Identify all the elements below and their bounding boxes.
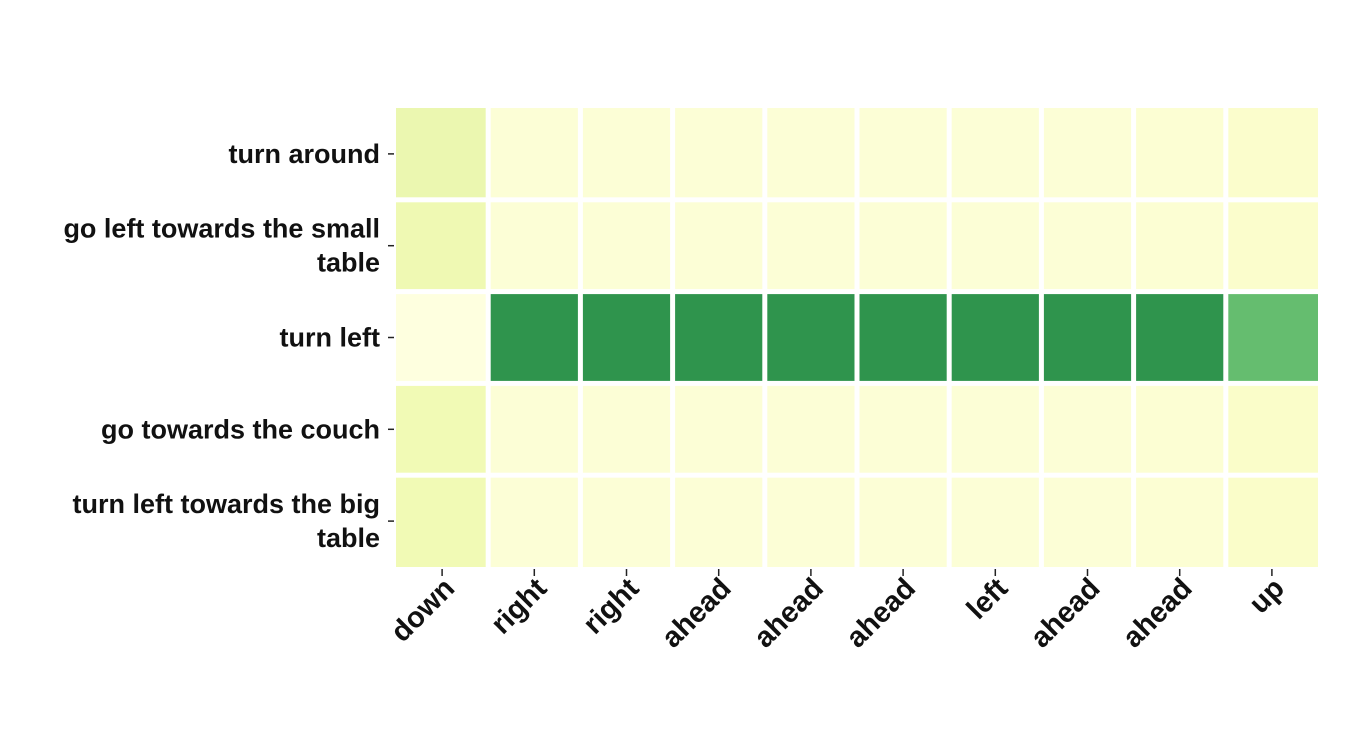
- heatmap-cell: [1228, 294, 1318, 381]
- x-tick-label: right: [485, 572, 553, 640]
- x-tick-label: ahead: [1025, 572, 1107, 654]
- heatmap-cell: [675, 108, 763, 198]
- x-tick-label: down: [385, 572, 461, 648]
- heatmap-cell: [1043, 385, 1132, 473]
- x-tick-label: ahead: [840, 572, 922, 654]
- heatmap-cell: [396, 385, 486, 473]
- heatmap-cell: [675, 477, 763, 567]
- heatmap-cell: [767, 294, 855, 381]
- heatmap-cell: [767, 477, 855, 567]
- heatmap-cell: [767, 385, 855, 473]
- x-tick-label: right: [577, 572, 645, 640]
- heatmap-cell: [582, 477, 671, 567]
- heatmap-cell: [1136, 477, 1224, 567]
- heatmap-cell: [490, 477, 578, 567]
- heatmap-cell: [1043, 477, 1132, 567]
- heatmap-cell: [859, 477, 947, 567]
- heatmap-cell: [1228, 385, 1318, 473]
- heatmap-cell: [396, 477, 486, 567]
- x-tick-label: ahead: [748, 572, 830, 654]
- y-axis: turn around go left towards the small tabl…: [63, 139, 394, 553]
- heatmap-cell: [951, 294, 1039, 381]
- y-tick-label: turn left towards the big table: [73, 489, 381, 553]
- heatmap-cell: [396, 202, 486, 290]
- heatmap-cell: [675, 385, 763, 473]
- x-tick-label: ahead: [656, 572, 738, 654]
- heatmap-cell: [490, 202, 578, 290]
- heatmap-cell: [1043, 202, 1132, 290]
- heatmap-cell: [582, 202, 671, 290]
- heatmap-cell: [951, 202, 1039, 290]
- heatmap-cell: [396, 294, 486, 381]
- x-tick-label: left: [961, 572, 1015, 626]
- heatmap-cell: [1228, 108, 1318, 198]
- y-tick-label: turn around: [229, 139, 380, 169]
- heatmap-cell: [582, 108, 671, 198]
- heatmap-cell: [951, 385, 1039, 473]
- heatmap-cell: [582, 294, 671, 381]
- heatmap-cell: [675, 294, 763, 381]
- heatmap-cell: [859, 108, 947, 198]
- heatmap-cell: [1136, 385, 1224, 473]
- heatmap-cells: [396, 108, 1318, 567]
- heatmap-cell: [767, 108, 855, 198]
- heatmap-cell: [490, 385, 578, 473]
- heatmap-cell: [396, 108, 486, 198]
- x-tick-label: ahead: [1117, 572, 1199, 654]
- x-tick-label: up: [1243, 572, 1291, 620]
- heatmap-cell: [951, 108, 1039, 198]
- heatmap-cell: [859, 202, 947, 290]
- heatmap-cell: [490, 108, 578, 198]
- heatmap-cell: [1136, 294, 1224, 381]
- heatmap-cell: [1136, 202, 1224, 290]
- x-axis: down right right ahead ahead ahead left ahead ah…: [385, 569, 1291, 654]
- heatmap-cell: [1228, 477, 1318, 567]
- y-tick-label: go left towards the small table: [63, 214, 380, 278]
- heatmap-cell: [1043, 294, 1132, 381]
- heatmap-cell: [859, 294, 947, 381]
- heatmap-cell: [767, 202, 855, 290]
- heatmap-cell: [675, 202, 763, 290]
- y-tick-label: go towards the couch: [101, 414, 380, 444]
- heatmap-cell: [859, 385, 947, 473]
- heatmap-cell: [1043, 108, 1132, 198]
- heatmap-cell: [582, 385, 671, 473]
- heatmap-cell: [951, 477, 1039, 567]
- heatmap-cell: [1136, 108, 1224, 198]
- heatmap-cell: [1228, 202, 1318, 290]
- heatmap-cell: [490, 294, 578, 381]
- y-tick-label: turn left: [280, 323, 381, 353]
